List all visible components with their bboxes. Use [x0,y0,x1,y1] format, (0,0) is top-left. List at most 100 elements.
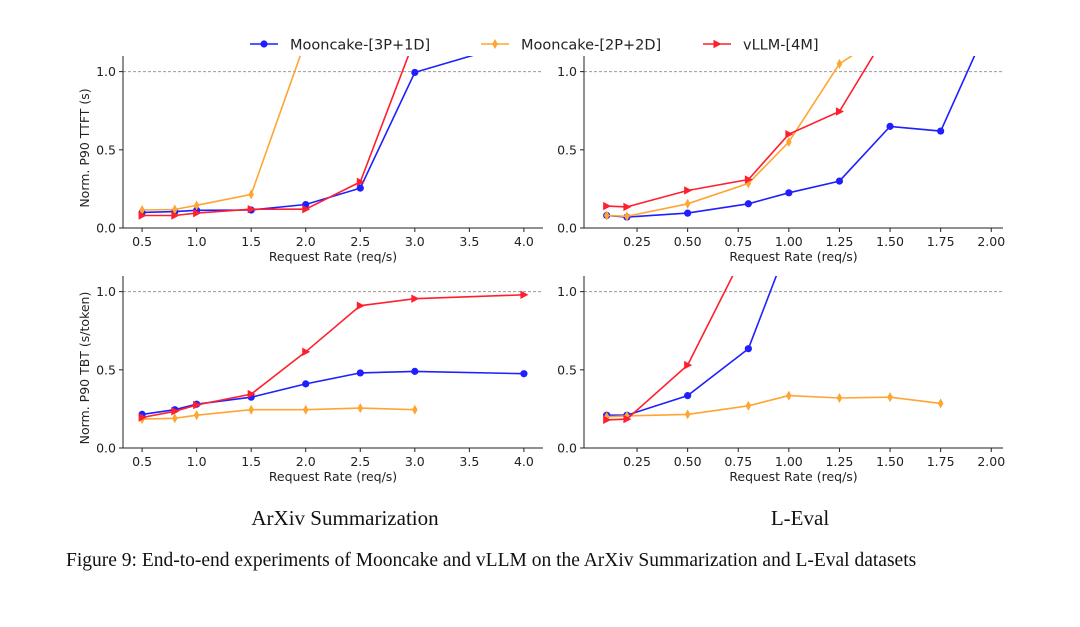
x-tick-label: 0.50 [674,454,702,469]
x-tick-label: 2.0 [296,454,316,469]
data-point [623,414,632,424]
x-tick-label: 0.25 [623,234,651,249]
x-tick-label: 0.5 [132,234,152,249]
series-line [606,276,778,417]
data-point [412,404,418,415]
x-tick-label: 1.25 [826,454,854,469]
legend: Mooncake-[3P+1D] Mooncake-[2P+2D] vLLM-[4M… [250,38,819,54]
dataset-label-leval: L-Eval [771,506,829,530]
y-tick-label: 0.5 [557,142,577,157]
data-point [835,107,844,116]
series-line [141,370,524,416]
data-point [411,367,419,375]
x-tick-label: 0.75 [724,234,752,249]
dataset-label-arxiv: ArXiv Summarization [251,506,439,530]
data-point [172,413,178,424]
legend-marker-icon [713,39,722,49]
y-tick-label: 0.5 [96,362,116,377]
x-axis-label: Request Rate (req/s) [729,469,857,484]
data-point [138,211,147,220]
data-point [785,189,793,197]
x-tick-label: 1.50 [876,234,904,249]
series-line [142,56,410,217]
x-tick-label: 4.0 [514,234,534,249]
x-tick-label: 1.5 [241,234,261,249]
data-point [684,186,693,195]
x-tick-label: 3.5 [459,234,479,249]
x-tick-label: 3.0 [405,234,425,249]
data-point [603,411,610,422]
legend-label: vLLM-[4M] [743,38,819,54]
data-point [744,345,752,353]
x-tick-label: 3.5 [459,454,479,469]
data-point [937,398,944,409]
x-tick-label: 2.5 [350,234,370,249]
data-point [684,198,691,209]
series-group [138,290,529,425]
data-point [356,184,364,192]
data-point [836,58,843,69]
y-tick-label: 0.5 [557,362,577,377]
data-point [887,24,895,32]
data-point [411,294,420,303]
data-point [684,209,692,217]
data-point [623,202,632,212]
data-point [624,211,630,222]
series-line [606,56,853,218]
y-tick-label: 0.0 [557,221,577,236]
figure-caption: Figure 9: End-to-end experiments of Moon… [66,550,917,571]
data-point [356,301,365,310]
x-tick-label: 0.75 [724,454,752,469]
y-axis-label: Norm. P90 TTFT (s) [77,88,92,207]
x-tick-label: 2.0 [296,234,316,249]
x-tick-label: 0.25 [623,454,651,469]
data-point [684,392,692,400]
legend-item: Mooncake-[3P+1D] [250,38,430,54]
y-tick-label: 0.0 [96,221,116,236]
legend-marker-icon [260,40,268,48]
x-tick-label: 2.5 [350,454,370,469]
x-tick-label: 1.00 [775,454,803,469]
data-point [520,370,528,378]
data-point [836,392,843,403]
data-point [172,204,178,215]
data-point [302,380,310,388]
chart-panel-2: 0.25 0.50 0.75 1.00 1.25 1.50 1.75 2.00 0.0 0.5 1.… [557,24,1005,264]
x-tick-label: 1.0 [187,234,207,249]
x-tick-label: 1.75 [927,234,955,249]
data-point [357,403,364,414]
data-point [937,127,945,135]
y-tick-label: 1.0 [557,64,577,79]
data-point [786,390,792,401]
data-point [411,68,419,77]
data-point [745,400,752,411]
y-tick-label: 0.0 [96,441,116,456]
data-point [603,210,610,221]
y-tick-label: 1.0 [557,284,577,299]
legend-item: Mooncake-[2P+2D] [481,38,661,54]
data-point [744,200,752,208]
x-tick-label: 2.00 [977,454,1005,469]
data-point [887,26,893,36]
x-tick-label: 2.00 [977,234,1005,249]
series-line [142,56,474,214]
y-tick-label: 0.5 [96,142,116,157]
data-point [786,137,792,147]
series-line [606,394,941,418]
data-point [193,208,202,218]
series-line [606,276,734,421]
data-point [785,129,794,139]
x-tick-label: 3.0 [405,454,425,469]
series-group [603,24,976,222]
data-point [887,392,893,403]
x-axis-label: Request Rate (req/s) [269,249,397,264]
data-point [171,211,180,220]
x-tick-label: 1.0 [187,454,207,469]
x-tick-label: 0.5 [132,454,152,469]
data-point [248,404,254,415]
data-point [356,369,364,377]
data-point [247,389,256,399]
data-point [744,175,753,184]
y-tick-label: 1.0 [96,64,116,79]
data-point [193,400,202,410]
